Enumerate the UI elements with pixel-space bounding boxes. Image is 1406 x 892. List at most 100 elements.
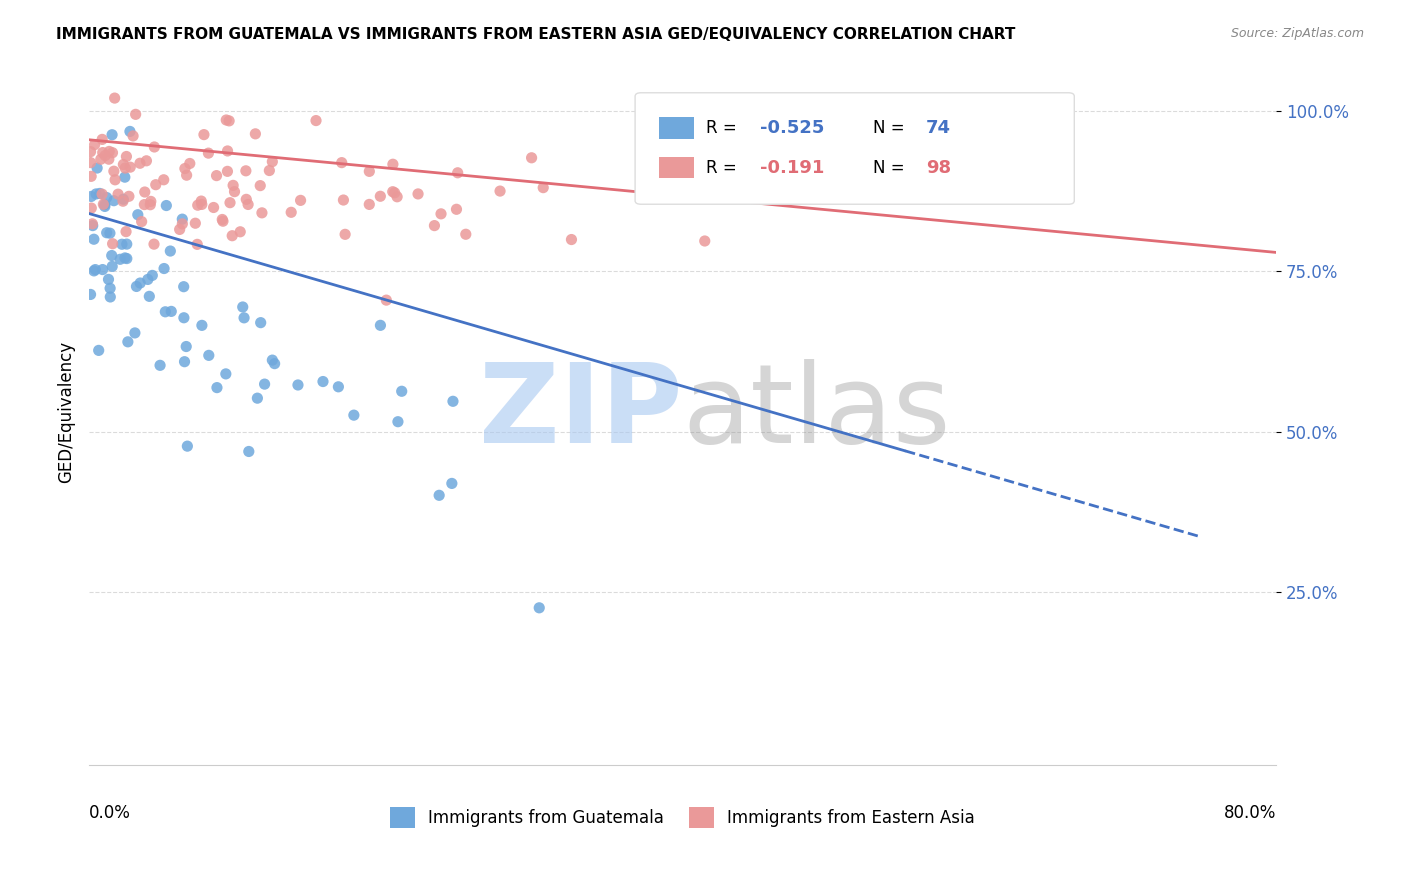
- Point: [328, 380, 350, 394]
- Point: [112, 157, 135, 171]
- Point: [114, 161, 136, 175]
- Point: [83, 232, 105, 246]
- Point: [104, 173, 127, 187]
- Point: [94, 199, 117, 213]
- Point: [143, 140, 166, 154]
- Point: [114, 251, 136, 265]
- Point: [117, 334, 139, 349]
- Point: [359, 197, 381, 211]
- Point: [79, 155, 101, 169]
- Point: [98, 290, 121, 304]
- Point: [111, 194, 134, 209]
- Point: [406, 186, 429, 201]
- Text: IMMIGRANTS FROM GUATEMALA VS IMMIGRANTS FROM EASTERN ASIA GED/EQUIVALENCY CORREL: IMMIGRANTS FROM GUATEMALA VS IMMIGRANTS …: [56, 27, 1015, 42]
- Point: [114, 170, 136, 185]
- Point: [90, 153, 112, 167]
- Point: [89, 186, 111, 201]
- Point: [131, 214, 153, 228]
- Point: [370, 189, 392, 203]
- Point: [91, 262, 114, 277]
- Point: [86, 161, 108, 175]
- Point: [693, 234, 716, 248]
- Point: [186, 237, 208, 252]
- Point: [218, 114, 240, 128]
- Point: [138, 289, 160, 303]
- Point: [330, 155, 353, 169]
- Point: [454, 227, 477, 242]
- Point: [84, 262, 107, 277]
- Text: R =: R =: [706, 119, 742, 137]
- Point: [97, 152, 120, 166]
- Point: [249, 316, 271, 330]
- Point: [97, 272, 120, 286]
- Point: [120, 160, 142, 174]
- Point: [447, 166, 470, 180]
- Text: N =: N =: [873, 159, 910, 177]
- Point: [184, 216, 207, 230]
- Point: [98, 145, 121, 159]
- Text: 80.0%: 80.0%: [1223, 804, 1277, 822]
- Point: [79, 287, 101, 301]
- Point: [153, 261, 176, 276]
- Point: [381, 185, 404, 199]
- Point: [118, 189, 141, 203]
- Point: [115, 237, 138, 252]
- Point: [91, 187, 114, 202]
- Point: [384, 186, 406, 200]
- Point: [141, 268, 163, 283]
- FancyBboxPatch shape: [659, 118, 695, 138]
- Point: [98, 226, 121, 240]
- Point: [290, 194, 312, 208]
- Point: [82, 217, 104, 231]
- Point: [145, 178, 167, 192]
- Point: [101, 128, 124, 142]
- Text: 0.0%: 0.0%: [89, 804, 131, 822]
- Point: [80, 169, 103, 184]
- Point: [136, 272, 159, 286]
- Point: [174, 161, 197, 176]
- Point: [124, 107, 146, 121]
- Text: atlas: atlas: [682, 359, 950, 466]
- Point: [262, 154, 284, 169]
- Point: [91, 145, 114, 160]
- Point: [446, 202, 468, 217]
- Point: [305, 113, 328, 128]
- Point: [520, 151, 543, 165]
- Point: [100, 248, 122, 262]
- Point: [159, 244, 181, 258]
- FancyBboxPatch shape: [636, 93, 1074, 204]
- Point: [287, 378, 309, 392]
- Point: [134, 197, 156, 211]
- Point: [173, 310, 195, 325]
- Point: [134, 185, 156, 199]
- Point: [232, 300, 254, 314]
- Point: [139, 194, 162, 209]
- Point: [111, 237, 134, 252]
- Point: [169, 222, 191, 236]
- Point: [560, 233, 582, 247]
- Point: [129, 156, 152, 170]
- Point: [80, 201, 103, 215]
- Point: [215, 113, 238, 128]
- Point: [101, 260, 124, 274]
- Point: [205, 381, 228, 395]
- Point: [115, 252, 138, 266]
- Point: [312, 375, 335, 389]
- Point: [229, 225, 252, 239]
- Point: [115, 149, 138, 163]
- FancyBboxPatch shape: [659, 157, 695, 178]
- Point: [385, 190, 408, 204]
- Point: [190, 194, 212, 208]
- Point: [98, 281, 121, 295]
- Point: [122, 128, 145, 143]
- Point: [191, 197, 214, 211]
- Point: [103, 194, 125, 208]
- Point: [427, 488, 450, 502]
- Point: [93, 197, 115, 211]
- Text: ZIP: ZIP: [479, 359, 682, 466]
- Point: [235, 164, 257, 178]
- Point: [489, 184, 512, 198]
- Point: [115, 225, 138, 239]
- Point: [107, 187, 129, 202]
- Point: [217, 144, 239, 158]
